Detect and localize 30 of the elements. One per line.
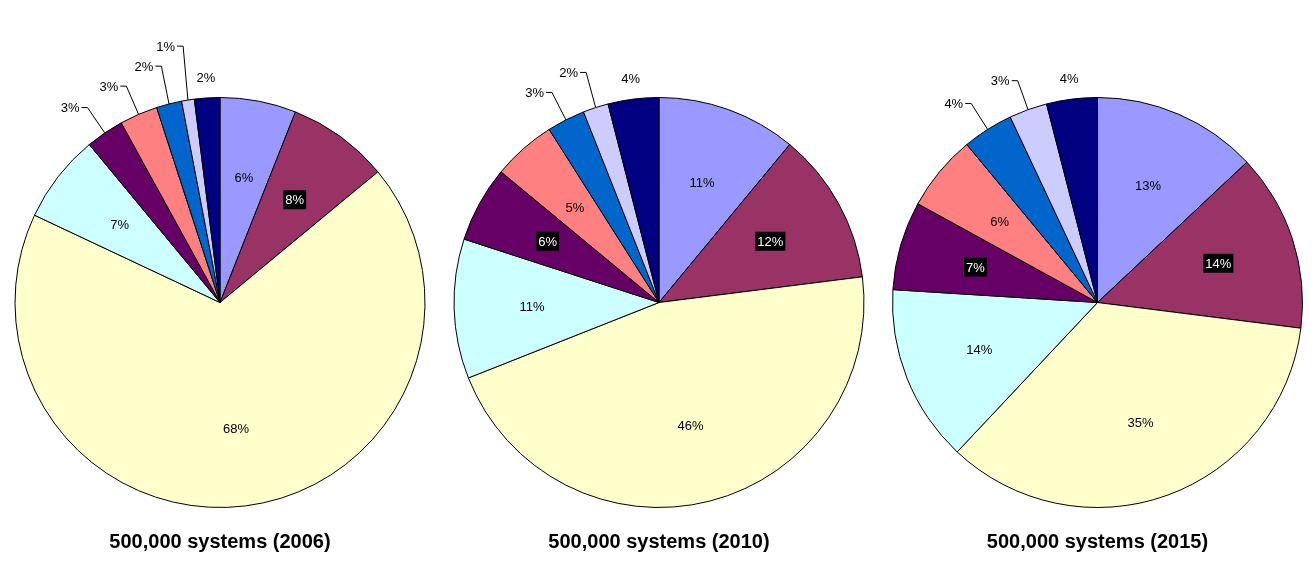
data-label: 6% <box>538 233 558 249</box>
text: 500,000 systems (2010) <box>548 529 770 552</box>
text: 500,000 systems (2015) <box>986 529 1209 552</box>
data-label: 35% <box>1127 414 1154 430</box>
data-label: 3% <box>99 78 119 94</box>
data-label: 6% <box>990 213 1010 229</box>
data-label: 14% <box>1205 255 1232 271</box>
data-label: 3% <box>525 84 545 100</box>
data-label: 5% <box>565 199 585 215</box>
data-label: 14% <box>966 341 993 357</box>
data-label: 68% <box>222 421 250 437</box>
data-label: 3% <box>60 100 80 116</box>
data-label: 4% <box>1059 71 1080 87</box>
data-label: 3% <box>990 73 1011 89</box>
data-label: 4% <box>944 95 964 111</box>
data-label: 7% <box>110 217 130 233</box>
data-label: 2% <box>559 64 579 80</box>
data-label: 13% <box>1134 178 1162 194</box>
data-label: 1% <box>156 38 176 54</box>
data-label: 11% <box>689 175 716 191</box>
data-label: 12% <box>757 233 784 249</box>
data-label: 2% <box>134 58 154 74</box>
data-label: 46% <box>677 418 705 434</box>
data-label: 11% <box>519 298 545 314</box>
text: 500,000 systems (2006) <box>109 529 331 552</box>
data-label: 4% <box>621 71 641 87</box>
data-label: 8% <box>285 192 305 208</box>
data-label: 2% <box>196 69 216 85</box>
data-label: 7% <box>966 259 986 275</box>
data-label: 6% <box>234 170 254 186</box>
